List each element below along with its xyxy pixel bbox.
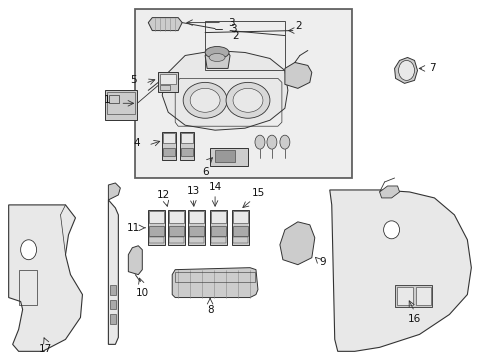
Text: 3: 3 [227,18,234,28]
Text: 7: 7 [428,63,435,73]
Bar [169,237,184,243]
Text: 5: 5 [130,75,137,85]
Bar [211,237,225,243]
Text: 16: 16 [407,315,420,324]
Bar [415,287,430,305]
Bar [163,148,175,156]
Bar [189,211,203,223]
Text: 3: 3 [229,24,236,33]
Bar [169,226,184,236]
Polygon shape [108,183,120,200]
Ellipse shape [279,135,289,149]
Bar [110,300,116,310]
Ellipse shape [209,54,224,62]
Bar [189,226,203,236]
Bar [204,21,285,71]
Text: 6: 6 [202,167,208,177]
Bar [163,133,175,143]
Bar [149,237,164,243]
Bar [396,287,412,305]
Polygon shape [329,190,470,351]
Bar [189,237,203,243]
Ellipse shape [190,88,220,112]
Bar [210,210,226,245]
Bar [148,210,165,245]
Ellipse shape [183,82,226,118]
Bar [215,150,235,162]
Ellipse shape [20,240,37,260]
Text: 4: 4 [133,138,140,148]
Ellipse shape [233,88,263,112]
Bar [232,210,248,245]
Text: 2: 2 [294,21,301,31]
Bar [158,72,178,92]
Ellipse shape [398,60,414,80]
Polygon shape [148,18,182,31]
Text: 8: 8 [206,305,213,315]
Text: 15: 15 [251,188,264,198]
Bar [181,148,193,156]
Polygon shape [128,246,142,275]
Bar [105,90,137,120]
Bar [109,95,119,103]
Bar [19,270,37,305]
Text: 1: 1 [103,95,110,105]
Bar [211,211,225,223]
Bar [107,92,135,114]
Text: 9: 9 [319,257,326,267]
Bar [211,226,225,236]
Ellipse shape [266,135,276,149]
Bar [162,132,176,160]
Bar [188,210,204,245]
Bar [110,285,116,294]
Bar [210,148,247,166]
Bar [160,85,170,90]
Polygon shape [394,58,417,84]
Text: 10: 10 [136,288,148,298]
Text: 2: 2 [232,31,238,41]
Polygon shape [379,186,399,198]
Polygon shape [162,50,287,130]
Bar [233,226,247,236]
Bar [233,237,247,243]
Polygon shape [9,205,82,351]
Bar [180,132,194,160]
Text: 14: 14 [208,182,221,192]
Bar [149,211,164,223]
Polygon shape [172,268,258,298]
Text: 11: 11 [127,223,140,233]
Text: 17: 17 [39,345,52,354]
Bar [181,133,193,143]
Polygon shape [285,62,311,88]
Bar [149,226,164,236]
Ellipse shape [204,46,228,58]
Bar [233,211,247,223]
Bar [135,9,351,178]
Ellipse shape [383,221,399,239]
Ellipse shape [225,82,269,118]
Ellipse shape [254,135,264,149]
Polygon shape [204,49,229,68]
Bar [160,75,176,84]
Text: 13: 13 [186,186,200,196]
Polygon shape [279,222,314,265]
Bar [110,315,116,324]
Bar [394,285,431,306]
Text: 12: 12 [156,190,169,200]
Polygon shape [108,200,118,345]
Bar [175,272,254,282]
Bar [168,210,185,245]
Bar [169,211,184,223]
